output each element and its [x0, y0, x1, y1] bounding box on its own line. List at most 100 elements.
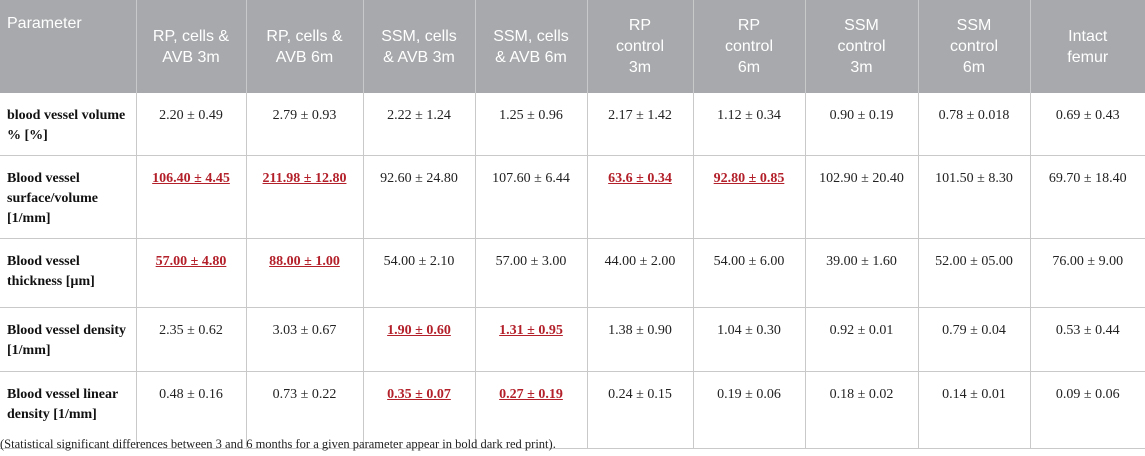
- value-cell: 102.90 ± 20.40: [805, 155, 919, 239]
- value-cell: 211.98 ± 12.80: [246, 155, 364, 239]
- table-row: Blood vessel thickness [µm] 57.00 ± 4.80…: [0, 238, 1145, 308]
- cell-value: 1.12 ± 0.34: [717, 108, 781, 123]
- cell-value: 2.79 ± 0.93: [272, 108, 337, 123]
- value-cell: 1.25 ± 0.96: [475, 93, 588, 156]
- value-cell: 1.90 ± 0.60: [363, 307, 476, 372]
- value-cell: 107.60 ± 6.44: [475, 155, 588, 239]
- cell-value: 0.79 ± 0.04: [942, 323, 1006, 338]
- value-cell: 2.20 ± 0.49: [136, 93, 247, 156]
- cell-value: 54.00 ± 6.00: [713, 254, 785, 269]
- significant-value: 0.35 ± 0.07: [387, 387, 451, 402]
- value-cell: 0.69 ± 0.43: [1030, 93, 1145, 156]
- cell-value: 57.00 ± 3.00: [495, 254, 567, 269]
- significant-value: 1.90 ± 0.60: [387, 323, 451, 338]
- value-cell: 0.24 ± 0.15: [587, 371, 694, 449]
- cell-value: 101.50 ± 8.30: [935, 171, 1013, 186]
- cell-value: 44.00 ± 2.00: [604, 254, 676, 269]
- cell-value: 0.18 ± 0.02: [829, 387, 894, 402]
- value-cell: 2.17 ± 1.42: [587, 93, 694, 156]
- cell-value: 107.60 ± 6.44: [492, 171, 570, 186]
- cell-value: 0.09 ± 0.06: [1055, 387, 1120, 402]
- significant-value: 92.80 ± 0.85: [713, 171, 785, 186]
- table-footnote: (Statistical significant differences bet…: [0, 437, 556, 451]
- value-cell: 57.00 ± 4.80: [136, 238, 247, 308]
- header-rp-control-6m: RP control 6m: [693, 0, 806, 93]
- parameter-label: Blood vessel linear density [1/mm]: [0, 371, 137, 449]
- significant-value: 106.40 ± 4.45: [152, 171, 230, 186]
- parameter-label: blood vessel volume % [%]: [0, 93, 137, 156]
- significant-value: 63.6 ± 0.34: [608, 171, 672, 186]
- value-cell: 1.12 ± 0.34: [693, 93, 806, 156]
- value-cell: 0.78 ± 0.018: [918, 93, 1031, 156]
- value-cell: 101.50 ± 8.30: [918, 155, 1031, 239]
- parameter-label: Blood vessel thickness [µm]: [0, 238, 137, 308]
- table-row: Blood vessel linear density [1/mm] 0.48 …: [0, 371, 1145, 449]
- header-ssm-cells-avb-6m: SSM, cells & AVB 6m: [475, 0, 588, 93]
- table-body: blood vessel volume % [%] 2.20 ± 0.49 2.…: [0, 93, 1145, 449]
- significant-value: 1.31 ± 0.95: [499, 323, 563, 338]
- value-cell: 76.00 ± 9.00: [1030, 238, 1145, 308]
- header-ssm-control-3m: SSM control 3m: [805, 0, 919, 93]
- value-cell: 57.00 ± 3.00: [475, 238, 588, 308]
- value-cell: 0.35 ± 0.07: [363, 371, 476, 449]
- table-row: blood vessel volume % [%] 2.20 ± 0.49 2.…: [0, 93, 1145, 156]
- value-cell: 0.48 ± 0.16: [136, 371, 247, 449]
- cell-value: 76.00 ± 9.00: [1052, 254, 1124, 269]
- cell-value: 52.00 ± 05.00: [935, 254, 1013, 269]
- table-row: Blood vessel surface/volume [1/mm] 106.4…: [0, 155, 1145, 239]
- cell-value: 69.70 ± 18.40: [1048, 171, 1127, 186]
- value-cell: 3.03 ± 0.67: [246, 307, 364, 372]
- value-cell: 54.00 ± 6.00: [693, 238, 806, 308]
- value-cell: 0.14 ± 0.01: [918, 371, 1031, 449]
- value-cell: 69.70 ± 18.40: [1030, 155, 1145, 239]
- cell-value: 54.00 ± 2.10: [383, 254, 455, 269]
- cell-value: 92.60 ± 24.80: [380, 171, 458, 186]
- value-cell: 39.00 ± 1.60: [805, 238, 919, 308]
- value-cell: 1.31 ± 0.95: [475, 307, 588, 372]
- cell-value: 0.53 ± 0.44: [1055, 323, 1120, 338]
- value-cell: 2.22 ± 1.24: [363, 93, 476, 156]
- significant-value: 57.00 ± 4.80: [155, 254, 227, 269]
- header-rp-cells-avb-6m: RP, cells & AVB 6m: [246, 0, 364, 93]
- value-cell: 0.73 ± 0.22: [246, 371, 364, 449]
- value-cell: 0.19 ± 0.06: [693, 371, 806, 449]
- significant-value: 0.27 ± 0.19: [499, 387, 563, 402]
- value-cell: 92.60 ± 24.80: [363, 155, 476, 239]
- cell-value: 2.17 ± 1.42: [608, 108, 672, 123]
- cell-value: 102.90 ± 20.40: [819, 171, 904, 186]
- value-cell: 0.79 ± 0.04: [918, 307, 1031, 372]
- cell-value: 3.03 ± 0.67: [272, 323, 337, 338]
- table-row: Blood vessel density [1/mm] 2.35 ± 0.62 …: [0, 307, 1145, 372]
- value-cell: 0.27 ± 0.19: [475, 371, 588, 449]
- value-cell: 92.80 ± 0.85: [693, 155, 806, 239]
- cell-value: 0.78 ± 0.018: [938, 108, 1010, 123]
- value-cell: 0.18 ± 0.02: [805, 371, 919, 449]
- value-cell: 54.00 ± 2.10: [363, 238, 476, 308]
- header-ssm-control-6m: SSM control 6m: [918, 0, 1031, 93]
- value-cell: 2.35 ± 0.62: [136, 307, 247, 372]
- cell-value: 1.04 ± 0.30: [717, 323, 781, 338]
- value-cell: 2.79 ± 0.93: [246, 93, 364, 156]
- value-cell: 1.04 ± 0.30: [693, 307, 806, 372]
- cell-value: 0.24 ± 0.15: [608, 387, 672, 402]
- value-cell: 0.53 ± 0.44: [1030, 307, 1145, 372]
- value-cell: 1.38 ± 0.90: [587, 307, 694, 372]
- header-row: Parameter RP, cells & AVB 3m RP, cells &…: [0, 0, 1145, 93]
- value-cell: 0.92 ± 0.01: [805, 307, 919, 372]
- cell-value: 0.14 ± 0.01: [942, 387, 1006, 402]
- header-ssm-cells-avb-3m: SSM, cells & AVB 3m: [363, 0, 476, 93]
- cell-value: 0.69 ± 0.43: [1055, 108, 1120, 123]
- cell-value: 39.00 ± 1.60: [826, 254, 897, 269]
- header-rp-control-3m: RP control 3m: [587, 0, 694, 93]
- cell-value: 1.38 ± 0.90: [608, 323, 672, 338]
- cell-value: 0.90 ± 0.19: [829, 108, 894, 123]
- cell-value: 2.22 ± 1.24: [387, 108, 451, 123]
- header-parameter: Parameter: [0, 0, 137, 93]
- parameter-label: Blood vessel density [1/mm]: [0, 307, 137, 372]
- value-cell: 52.00 ± 05.00: [918, 238, 1031, 308]
- value-cell: 63.6 ± 0.34: [587, 155, 694, 239]
- value-cell: 44.00 ± 2.00: [587, 238, 694, 308]
- significant-value: 211.98 ± 12.80: [262, 171, 347, 186]
- cell-value: 1.25 ± 0.96: [499, 108, 563, 123]
- cell-value: 0.73 ± 0.22: [272, 387, 337, 402]
